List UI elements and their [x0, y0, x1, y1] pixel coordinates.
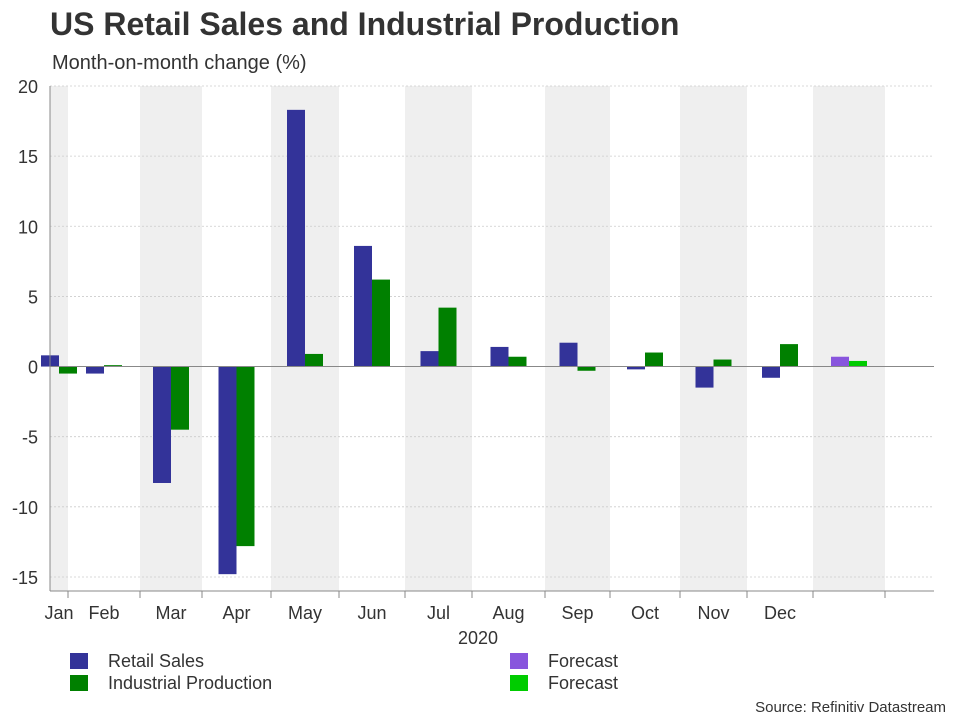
- legend-swatch: [510, 653, 528, 669]
- y-tick-label: 15: [18, 147, 38, 167]
- bar-industrial-production: [780, 344, 798, 367]
- x-tick-label: Mar: [156, 603, 187, 623]
- bar-retail-sales: [627, 366, 645, 370]
- bar-industrial-production: [59, 366, 77, 374]
- x-tick-label: Aug: [492, 603, 524, 623]
- y-tick-label: -15: [12, 568, 38, 588]
- legend-label: Forecast: [548, 651, 619, 671]
- legend-swatch: [510, 675, 528, 691]
- legend-label: Retail Sales: [108, 651, 205, 671]
- bar-retail-sales: [490, 346, 509, 367]
- y-tick-label: 20: [18, 77, 38, 97]
- bar-forecast: [849, 360, 867, 367]
- x-axis-label: 2020: [458, 628, 498, 648]
- bar-retail-sales: [86, 366, 104, 374]
- x-tick-label: Jan: [44, 603, 73, 623]
- x-tick-label: Nov: [697, 603, 729, 623]
- y-tick-label: 0: [28, 358, 38, 378]
- legend-label: Industrial Production: [108, 673, 273, 693]
- x-tick-labels: Jan Feb Mar Apr May Jun Jul Aug Sep Oct Nov Dec: [44, 603, 796, 623]
- x-tick-label: Dec: [764, 603, 796, 623]
- x-tick-label: Feb: [88, 603, 119, 623]
- source-note: Source: Refinitiv Datastream: [755, 699, 946, 716]
- bar-retail-sales: [218, 366, 237, 575]
- bar-industrial-production: [104, 365, 122, 367]
- bar-retail-sales: [287, 109, 305, 367]
- chart-subtitle: Month-on-month change (%): [52, 52, 307, 74]
- bar-industrial-production: [438, 307, 457, 367]
- bar-industrial-production: [713, 359, 732, 367]
- bars: [41, 109, 867, 575]
- y-tick-label: -10: [12, 498, 38, 518]
- x-tick-label: May: [288, 603, 322, 623]
- y-tick-label: 10: [18, 217, 38, 237]
- bar-retail-sales: [695, 366, 714, 388]
- shaded-band: [545, 86, 610, 591]
- y-tick-labels: 20 15 10 5 0 -5 -10 -15: [12, 77, 38, 588]
- bar-forecast: [831, 356, 849, 367]
- x-tick-label: Apr: [222, 603, 250, 623]
- bar-retail-sales: [762, 366, 780, 378]
- bar-retail-sales: [559, 342, 578, 367]
- shaded-band: [50, 86, 68, 591]
- y-tick-label: 5: [28, 287, 38, 307]
- x-tick-label: Sep: [561, 603, 593, 623]
- legend-label: Forecast: [548, 673, 619, 693]
- bar-retail-sales: [153, 366, 171, 483]
- x-tick-label: Jun: [357, 603, 386, 623]
- shaded-band: [680, 86, 747, 591]
- bar-industrial-production: [508, 356, 527, 367]
- shaded-band: [813, 86, 885, 591]
- chart-title: US Retail Sales and Industrial Productio…: [50, 6, 680, 42]
- axes: [49, 86, 934, 598]
- bar-industrial-production: [645, 352, 663, 367]
- bar-industrial-production: [372, 279, 390, 367]
- bar-industrial-production: [577, 366, 596, 371]
- shaded-bands: [50, 86, 885, 591]
- bar-retail-sales: [354, 245, 372, 367]
- y-tick-label: -5: [22, 428, 38, 448]
- x-tick-label: Oct: [631, 603, 659, 623]
- gridlines: [50, 85, 934, 578]
- legend-swatch: [70, 675, 88, 691]
- bar-retail-sales: [420, 351, 439, 367]
- bar-industrial-production: [236, 366, 255, 547]
- bar-industrial-production: [305, 353, 323, 367]
- shaded-band: [140, 86, 202, 591]
- bar-industrial-production: [171, 366, 189, 430]
- legend-swatch: [70, 653, 88, 669]
- x-tick-label: Jul: [427, 603, 450, 623]
